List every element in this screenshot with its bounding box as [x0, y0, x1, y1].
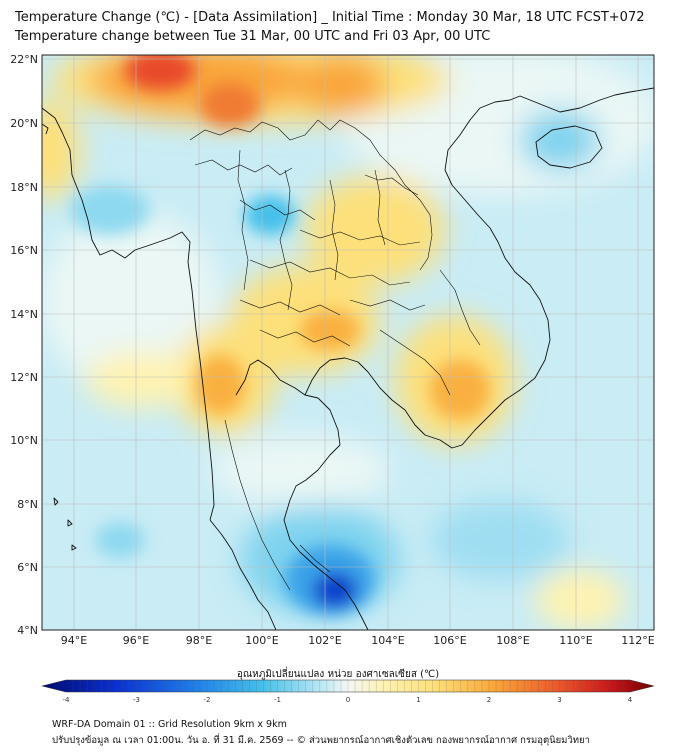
lat-label: 10°N [10, 434, 38, 447]
lat-label: 14°N [10, 308, 38, 321]
colorbar: -4 -3 -2 -1 0 1 2 3 4 [41, 679, 655, 704]
colorbar-tick-label: 4 [628, 696, 633, 704]
temperature-field [42, 55, 654, 630]
lon-label: 108°E [496, 634, 529, 647]
map-title: Temperature Change (℃) - [Data Assimilat… [15, 10, 645, 25]
colorbar-tick-label: -3 [133, 696, 140, 704]
province-borders [189, 119, 481, 591]
colorbar-tick-labels: -4 -3 -2 -1 0 1 2 3 4 [63, 696, 633, 704]
colorbar-tick-label: 0 [346, 696, 350, 704]
lon-label: 102°E [308, 634, 341, 647]
lat-label: 12°N [10, 371, 38, 384]
lat-label: 18°N [10, 181, 38, 194]
map-frame [41, 54, 655, 631]
longitude-labels: 94°E 96°E 98°E 100°E 102°E 104°E 106°E 1… [61, 634, 655, 647]
colorbar-tick-label: -2 [204, 696, 211, 704]
lat-label: 22°N [10, 53, 38, 66]
lon-label: 100°E [245, 634, 278, 647]
colorbar-tick-label: 2 [487, 696, 491, 704]
lat-label: 6°N [17, 561, 38, 574]
lon-label: 96°E [123, 634, 149, 647]
lon-label: 106°E [433, 634, 466, 647]
lat-label: 4°N [17, 624, 38, 637]
lat-label: 8°N [17, 498, 38, 511]
lon-label: 98°E [186, 634, 212, 647]
colorbar-tick-label: 1 [416, 696, 420, 704]
colorbar-divisions [72, 680, 624, 692]
coastlines [42, 87, 654, 630]
footer-model-info: WRF-DA Domain 01 :: Grid Resolution 9km … [52, 719, 287, 730]
lon-label: 104°E [371, 634, 404, 647]
colorbar-tick-label: -4 [63, 696, 71, 704]
footer-credits: ปรับปรุงข้อมูล ณ เวลา 01:00น. วัน อ. ที่… [52, 735, 590, 746]
latitude-labels: 22°N 20°N 18°N 16°N 14°N 12°N 10°N 8°N 6… [10, 53, 38, 637]
lat-label: 20°N [10, 117, 38, 130]
colorbar-tick-label: 3 [557, 696, 561, 704]
lat-label: 16°N [10, 244, 38, 257]
colorbar-tick-label: -1 [274, 696, 281, 704]
lon-label: 110°E [559, 634, 592, 647]
map-subtitle: Temperature change between Tue 31 Mar, 0… [15, 29, 491, 44]
lon-label: 112°E [621, 634, 654, 647]
colorbar-title: อุณหภูมิเปลี่ยนแปลง หน่วย องศาเซลเซียส (… [236, 669, 440, 680]
gridlines [42, 55, 654, 630]
lon-label: 94°E [61, 634, 87, 647]
colorbar-gradient [41, 679, 655, 693]
